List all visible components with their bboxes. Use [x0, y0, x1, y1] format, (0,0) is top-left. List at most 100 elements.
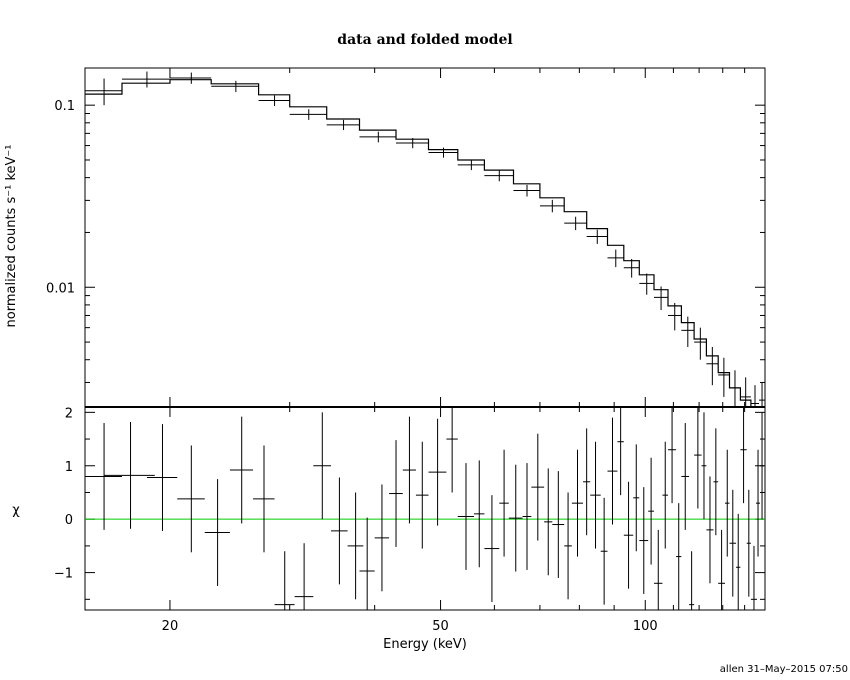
y-tick-label: 0.01: [46, 281, 75, 296]
residual-point: [653, 529, 663, 610]
data-point: [258, 95, 290, 106]
residual-point: [402, 416, 416, 524]
residual-point: [701, 412, 707, 520]
residual-point: [740, 407, 747, 504]
data-point: [564, 216, 587, 231]
residual-point: [564, 492, 572, 600]
residual-point: [146, 424, 178, 531]
residual-point: [736, 513, 741, 610]
residuals-frame: [84, 406, 766, 611]
data-point: [718, 357, 730, 397]
residual-point: [359, 517, 375, 610]
data-point: [586, 229, 608, 244]
data-point: [539, 199, 565, 213]
residual-point: [760, 412, 765, 520]
residual-point: [204, 479, 230, 586]
residual-point: [694, 407, 702, 509]
residual-point: [623, 481, 634, 589]
residual-point: [706, 476, 714, 584]
data-point: [484, 170, 514, 182]
residual-point: [522, 463, 532, 570]
residual-point: [446, 407, 458, 493]
residual-point: [415, 441, 429, 549]
residual-point: [85, 423, 122, 530]
residual-point: [428, 418, 447, 526]
data-point: [667, 302, 682, 331]
residual-point: [607, 417, 618, 525]
data-point: [359, 131, 397, 143]
residual-point: [718, 529, 726, 610]
residual-point: [746, 489, 751, 597]
residual-point: [552, 471, 565, 578]
data-point: [639, 273, 654, 295]
y-tick-label: 0.1: [54, 99, 75, 114]
residual-point: [729, 489, 737, 597]
data-point: [85, 78, 122, 106]
spectrum-frame: [84, 67, 766, 408]
residual-point: [633, 444, 640, 552]
residual-point: [689, 551, 695, 610]
residual-y-tick-label: 2: [65, 406, 73, 421]
data-point: [428, 147, 458, 158]
x-tick-label: 50: [432, 619, 449, 634]
x-tick-label: 20: [162, 619, 179, 634]
residual-point: [389, 440, 403, 547]
data-point: [457, 159, 485, 171]
data-point: [326, 119, 360, 131]
residual-point: [508, 464, 523, 572]
residual-point: [474, 460, 485, 568]
residual-point: [347, 492, 364, 600]
data-point: [289, 109, 327, 120]
data-point: [623, 258, 640, 278]
data-point: [211, 80, 259, 93]
residual-point: [544, 468, 553, 576]
residual-point: [313, 412, 331, 520]
residual-point: [374, 484, 390, 592]
data-point: [759, 382, 765, 407]
x-tick-label: 100: [633, 619, 658, 634]
data-point: [607, 249, 624, 268]
residual-point: [617, 407, 624, 496]
residual-y-tick-label: 1: [65, 460, 73, 475]
residual-point: [294, 543, 314, 610]
residual-point: [667, 407, 677, 504]
residual-point: [177, 445, 205, 553]
chart-title: data and folded model: [337, 32, 512, 48]
residual-point: [756, 449, 761, 557]
data-point: [513, 184, 540, 197]
data-point: [121, 71, 170, 88]
residual-point: [750, 545, 758, 610]
data-point: [396, 138, 429, 149]
residuals-panel: −1 0 1 2 20 50 100: [54, 406, 766, 634]
residual-point: [229, 416, 254, 524]
x-axis-label: Energy (keV): [383, 637, 467, 652]
data-point: [740, 377, 751, 407]
residual-y-tick-label: 0: [65, 513, 73, 528]
y-axis-label-residuals: χ: [12, 503, 20, 518]
residual-point: [676, 503, 682, 610]
footer-stamp: allen 31–May–2015 07:50: [720, 664, 848, 675]
data-point: [653, 286, 668, 311]
residual-point: [104, 421, 155, 529]
residual-point: [571, 449, 584, 557]
residual-point: [639, 487, 649, 594]
spectrum-panel: 0.01 0.1: [46, 67, 766, 408]
residual-point: [725, 449, 730, 557]
y-axis-label-spectrum: normalized counts s⁻¹ keV⁻¹: [4, 145, 19, 328]
data-point: [169, 72, 212, 84]
residual-point: [590, 441, 601, 549]
data-point: [706, 346, 719, 386]
residual-point: [457, 463, 475, 570]
data-point: [729, 370, 741, 407]
residual-point: [531, 433, 545, 541]
residual-point: [662, 441, 668, 549]
model-step-line: [85, 79, 752, 407]
residual-y-tick-label: −1: [54, 567, 73, 582]
residual-point: [600, 497, 608, 605]
residual-point: [583, 428, 591, 536]
residual-point: [681, 423, 690, 530]
data-point: [694, 327, 707, 360]
residual-point: [713, 428, 719, 536]
data-point: [681, 316, 695, 347]
